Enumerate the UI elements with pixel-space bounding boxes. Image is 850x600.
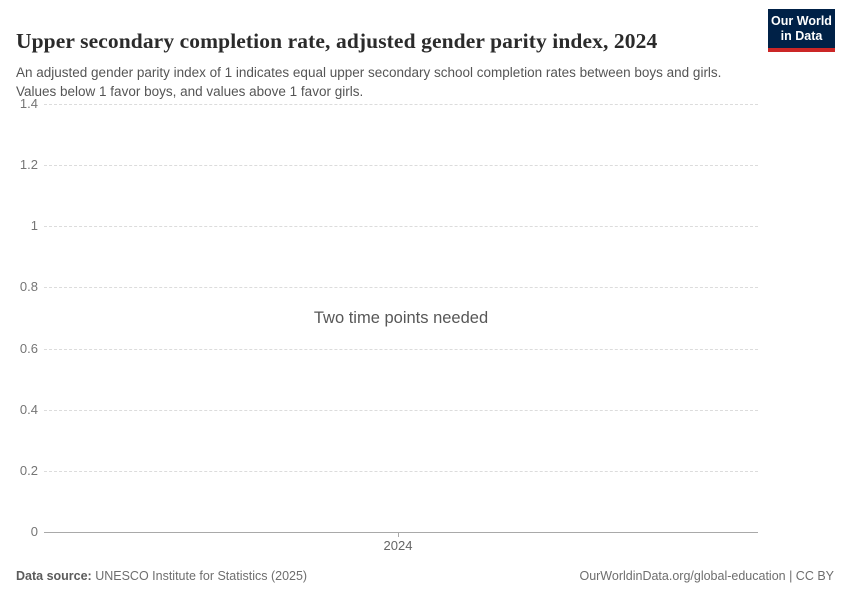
x-axis-line [44, 532, 758, 533]
owid-logo-redbar [768, 48, 835, 52]
owid-logo: Our World in Data [768, 9, 835, 52]
y-tick-label: 0.8 [19, 279, 38, 295]
chart-subtitle: An adjusted gender parity index of 1 ind… [16, 64, 722, 100]
owid-logo-line2: in Data [780, 29, 823, 43]
y-gridline [44, 348, 758, 350]
y-gridline [44, 409, 758, 411]
y-gridline [44, 470, 758, 472]
y-gridline [44, 165, 758, 167]
y-tick-label: 0 [30, 524, 38, 539]
y-tick-label: 0.2 [19, 462, 38, 478]
x-tick-mark [398, 532, 399, 537]
data-source-label: Data source: [16, 569, 92, 583]
x-tick-label: 2024 [383, 538, 413, 553]
y-gridline [44, 226, 758, 228]
y-gridline [44, 104, 758, 105]
owid-logo-line1: Our World [771, 14, 832, 28]
chart-title: Upper secondary completion rate, adjuste… [16, 29, 658, 54]
empty-chart-message: Two time points needed [313, 309, 489, 327]
y-gridline [44, 287, 758, 289]
y-tick-label: 0.6 [19, 340, 38, 356]
y-tick-label: 1.4 [19, 96, 38, 111]
y-tick-label: 1.2 [19, 157, 38, 173]
chart-footer: Data source: UNESCO Institute for Statis… [16, 569, 834, 583]
y-tick-label: 1 [30, 218, 38, 234]
data-source-value: UNESCO Institute for Statistics (2025) [91, 569, 308, 583]
data-source: Data source: UNESCO Institute for Statis… [16, 569, 307, 583]
y-tick-label: 0.4 [19, 401, 38, 417]
owid-url-license-link[interactable]: OurWorldinData.org/global-education | CC… [579, 569, 834, 583]
